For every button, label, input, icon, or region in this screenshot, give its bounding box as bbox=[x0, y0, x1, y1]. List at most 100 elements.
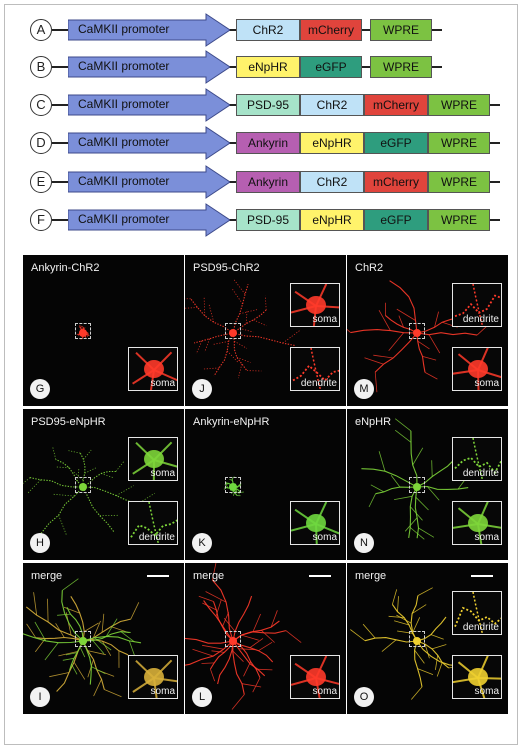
zoom-region-box bbox=[225, 631, 241, 647]
micrograph-panel-l: merge soma L bbox=[185, 563, 346, 714]
zoom-region-box bbox=[409, 631, 425, 647]
construct-row-d: D CaMKII promoter Ankyrin eNpHR eGFP WPRE bbox=[0, 126, 523, 160]
construct-segment-chr2: ChR2 bbox=[300, 94, 364, 116]
panel-letter: M bbox=[354, 379, 374, 399]
micrograph-image bbox=[361, 418, 471, 540]
inset-soma: soma bbox=[290, 501, 340, 545]
promoter-label: CaMKII promoter bbox=[78, 135, 170, 149]
construct-segment-chr2: ChR2 bbox=[300, 171, 364, 193]
construct-letter: B bbox=[30, 56, 52, 78]
inset-caption: soma bbox=[150, 468, 175, 479]
micrograph-image bbox=[185, 279, 302, 379]
neuron-dendrites bbox=[23, 446, 155, 536]
panel-label: Ankyrin-eNpHR bbox=[193, 416, 270, 428]
zoom-region-box bbox=[225, 477, 241, 493]
construct-row-a: A CaMKII promoter ChR2 mCherry WPRE bbox=[0, 13, 523, 47]
construct-segment-wpre: WPRE bbox=[370, 56, 432, 78]
construct-segment-psd-95: PSD-95 bbox=[236, 94, 300, 116]
panel-label: merge bbox=[193, 570, 225, 582]
promoter-label: CaMKII promoter bbox=[78, 97, 170, 111]
inset-caption: soma bbox=[474, 532, 499, 543]
panel-label: ChR2 bbox=[355, 262, 384, 274]
construct-row-f: F CaMKII promoter PSD-95 eNpHR eGFP WPRE bbox=[0, 203, 523, 237]
inset-soma: soma bbox=[290, 655, 340, 699]
construct-segment-egfp: eGFP bbox=[364, 132, 428, 154]
micrograph-panel-o: merge dendrite soma O bbox=[347, 563, 508, 714]
construct-row-b: B CaMKII promoter eNpHR eGFP WPRE bbox=[0, 50, 523, 84]
micrograph-panel-k: Ankyrin-eNpHR soma K bbox=[185, 409, 346, 560]
inset-dendrite: dendrite bbox=[128, 501, 178, 545]
micrograph-panel-m: ChR2 dendrite soma M bbox=[347, 255, 508, 406]
construct-segment-wpre: WPRE bbox=[428, 209, 490, 231]
construct-segment-wpre: WPRE bbox=[428, 94, 490, 116]
inset-caption: soma bbox=[150, 378, 175, 389]
inset-caption: soma bbox=[312, 532, 337, 543]
inset-caption: soma bbox=[150, 686, 175, 697]
micrograph-image bbox=[223, 476, 244, 497]
neuron-soma bbox=[79, 483, 87, 491]
promoter-arrow bbox=[68, 165, 230, 199]
panel-letter: I bbox=[30, 687, 50, 707]
neuron-soma bbox=[79, 329, 87, 337]
promoter-label: CaMKII promoter bbox=[78, 174, 170, 188]
promoter-label: CaMKII promoter bbox=[78, 212, 170, 226]
promoter-arrow bbox=[68, 126, 230, 160]
construct-segment-mcherry: mCherry bbox=[364, 94, 428, 116]
inset-dendrite: dendrite bbox=[290, 347, 340, 391]
panel-label: PSD95-eNpHR bbox=[31, 416, 106, 428]
construct-segment-mcherry: mCherry bbox=[300, 19, 362, 41]
construct-letter: F bbox=[30, 209, 52, 231]
construct-segment-enphr: eNpHR bbox=[300, 132, 364, 154]
construct-row-e: E CaMKII promoter Ankyrin ChR2 mCherry WPRE bbox=[0, 165, 523, 199]
promoter-arrow bbox=[68, 203, 230, 237]
zoom-region-box bbox=[225, 323, 241, 339]
scale-bar bbox=[309, 575, 331, 577]
scale-bar bbox=[147, 575, 169, 577]
inset-soma: soma bbox=[128, 347, 178, 391]
zoom-region-box bbox=[409, 323, 425, 339]
micrograph-image bbox=[76, 324, 90, 340]
panel-label: eNpHR bbox=[355, 416, 392, 428]
construct-letter: E bbox=[30, 171, 52, 193]
construct-segment-egfp: eGFP bbox=[364, 209, 428, 231]
inset-soma: soma bbox=[452, 655, 502, 699]
scale-bar bbox=[471, 575, 493, 577]
inset-caption: dendrite bbox=[462, 314, 499, 325]
panel-label: merge bbox=[355, 570, 387, 582]
neuron-soma bbox=[413, 483, 421, 491]
panel-letter: J bbox=[192, 379, 212, 399]
zoom-region-box bbox=[75, 477, 91, 493]
neuron-soma bbox=[229, 329, 237, 337]
construct-segment-enphr: eNpHR bbox=[300, 209, 364, 231]
panel-label: merge bbox=[31, 570, 63, 582]
promoter-arrow bbox=[68, 50, 230, 84]
panel-letter: G bbox=[30, 379, 50, 399]
zoom-region-box bbox=[75, 323, 91, 339]
neuron-dendrites bbox=[361, 418, 471, 540]
neuron-dendrites bbox=[185, 595, 280, 693]
promoter-label: CaMKII promoter bbox=[78, 59, 170, 73]
inset-caption: soma bbox=[312, 314, 337, 325]
construct-letter: D bbox=[30, 132, 52, 154]
promoter-label: CaMKII promoter bbox=[78, 22, 170, 36]
micrograph-image bbox=[347, 280, 494, 393]
panel-letter: O bbox=[354, 687, 374, 707]
construct-segment-wpre: WPRE bbox=[428, 171, 490, 193]
inset-soma: soma bbox=[452, 501, 502, 545]
inset-caption: dendrite bbox=[300, 378, 337, 389]
inset-caption: dendrite bbox=[462, 622, 499, 633]
inset-caption: dendrite bbox=[138, 532, 175, 543]
micrograph-image bbox=[23, 446, 155, 536]
construct-segment-egfp: eGFP bbox=[300, 56, 362, 78]
neuron-dendrites bbox=[23, 578, 142, 685]
neuron-soma bbox=[413, 637, 421, 645]
construct-segment-enphr: eNpHR bbox=[236, 56, 300, 78]
micrograph-panel-h: PSD95-eNpHR soma dendrite H bbox=[23, 409, 184, 560]
construct-segment-ankyrin: Ankyrin bbox=[236, 132, 300, 154]
panel-letter: K bbox=[192, 533, 212, 553]
inset-dendrite: dendrite bbox=[452, 283, 502, 327]
construct-segment-wpre: WPRE bbox=[370, 19, 432, 41]
neuron-dendrites bbox=[185, 279, 302, 379]
neuron-dendrites bbox=[350, 587, 464, 700]
inset-caption: soma bbox=[474, 686, 499, 697]
